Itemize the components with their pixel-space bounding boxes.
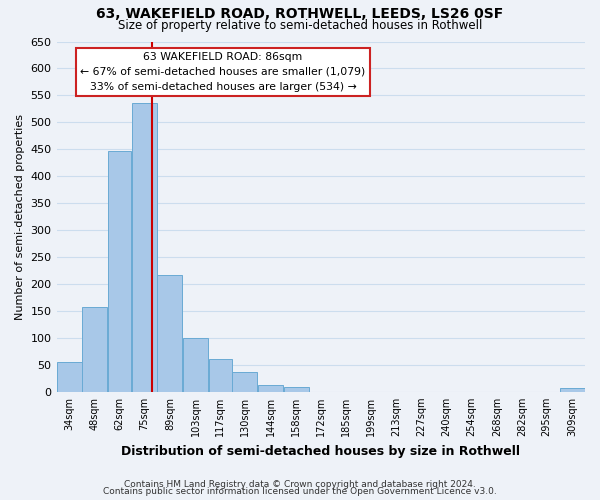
Bar [82, 307, 107, 392]
Bar [183, 338, 208, 392]
Bar [232, 372, 257, 392]
Bar [560, 388, 585, 392]
Y-axis label: Number of semi-detached properties: Number of semi-detached properties [15, 114, 25, 320]
Bar [258, 386, 283, 392]
Bar [57, 362, 82, 392]
X-axis label: Distribution of semi-detached houses by size in Rothwell: Distribution of semi-detached houses by … [121, 444, 520, 458]
Bar [108, 151, 131, 392]
Text: 63 WAKEFIELD ROAD: 86sqm
← 67% of semi-detached houses are smaller (1,079)
33% o: 63 WAKEFIELD ROAD: 86sqm ← 67% of semi-d… [80, 52, 365, 92]
Text: Contains HM Land Registry data © Crown copyright and database right 2024.: Contains HM Land Registry data © Crown c… [124, 480, 476, 489]
Text: Contains public sector information licensed under the Open Government Licence v3: Contains public sector information licen… [103, 487, 497, 496]
Text: Size of property relative to semi-detached houses in Rothwell: Size of property relative to semi-detach… [118, 19, 482, 32]
Text: 63, WAKEFIELD ROAD, ROTHWELL, LEEDS, LS26 0SF: 63, WAKEFIELD ROAD, ROTHWELL, LEEDS, LS2… [97, 8, 503, 22]
Bar [284, 388, 308, 392]
Bar [132, 104, 157, 392]
Bar [209, 360, 232, 392]
Bar [157, 275, 182, 392]
